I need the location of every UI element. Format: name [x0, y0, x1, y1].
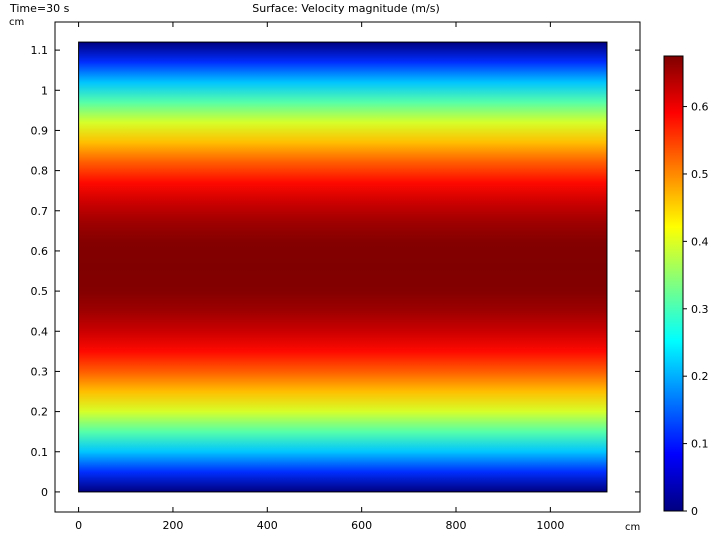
y-tick-label: 1 — [41, 84, 48, 97]
x-axis-unit: cm — [625, 522, 640, 533]
x-tick-label: 200 — [162, 519, 183, 532]
time-label: Time=30 s — [9, 2, 70, 15]
colorbar-tick-label: 0.3 — [691, 303, 709, 316]
y-tick-label: 0.3 — [31, 365, 49, 378]
x-axis-ticks: 0 200 400 600 800 1000 — [75, 22, 564, 532]
x-tick-label: 800 — [446, 519, 467, 532]
colorbar-ticks: 0 0.1 0.2 0.3 0.4 0.5 0.6 — [683, 101, 709, 518]
plot-title: Surface: Velocity magnitude (m/s) — [252, 2, 440, 15]
y-axis-ticks: 0 0.1 0.2 0.3 0.4 0.5 0.6 0.7 0.8 0.9 1 1.1 — [31, 44, 640, 499]
y-tick-label: 0.7 — [31, 205, 49, 218]
y-tick-label: 1.1 — [31, 44, 49, 57]
colorbar-tick-label: 0 — [691, 505, 698, 518]
y-tick-label: 0.8 — [31, 165, 49, 178]
axes-frame — [54, 21, 641, 513]
y-tick-label: 0.9 — [31, 124, 49, 137]
colorbar-tick-label: 0.1 — [691, 438, 709, 451]
colorbar-tick-label: 0.5 — [691, 168, 709, 181]
colorbar-tick-label: 0.2 — [691, 370, 709, 383]
x-tick-label: 400 — [257, 519, 278, 532]
colorbar-tick-label: 0.4 — [691, 235, 709, 248]
x-tick-label: 600 — [351, 519, 372, 532]
x-tick-label: 0 — [75, 519, 82, 532]
y-tick-label: 0.4 — [31, 325, 49, 338]
y-tick-label: 0.1 — [31, 446, 49, 459]
y-axis-unit: cm — [9, 17, 24, 28]
y-tick-label: 0.2 — [31, 406, 49, 419]
y-tick-label: 0 — [41, 486, 48, 499]
colorbar — [663, 55, 684, 512]
y-tick-label: 0.6 — [31, 245, 49, 258]
velocity-surface — [78, 41, 608, 493]
colorbar-tick-label: 0.6 — [691, 101, 709, 114]
x-tick-label: 1000 — [536, 519, 564, 532]
y-tick-label: 0.5 — [31, 285, 49, 298]
